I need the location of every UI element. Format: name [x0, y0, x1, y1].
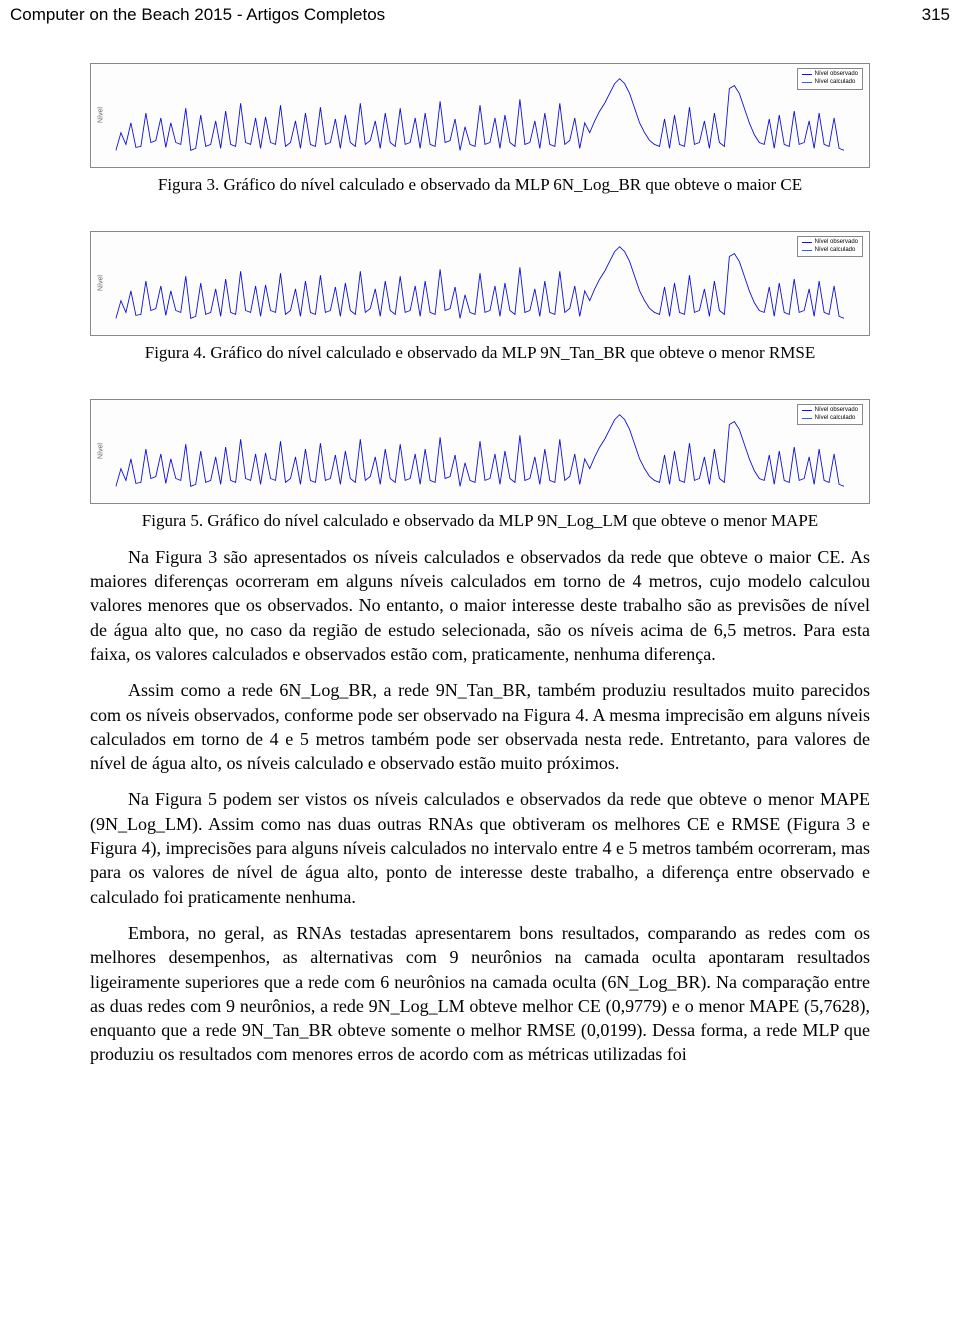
- legend-row-calculated: Nível calculado: [802, 247, 858, 255]
- legend-row-calculated: Nível calculado: [802, 415, 858, 423]
- header-left: Computer on the Beach 2015 - Artigos Com…: [10, 4, 385, 27]
- figure-4-chart: Nível Nível observado Nível calculado: [90, 231, 870, 336]
- legend-swatch-observed: [802, 74, 812, 75]
- legend-swatch-calculated: [802, 418, 812, 419]
- legend-label-calculated: Nível calculado: [815, 415, 856, 423]
- figure-4: Nível Nível observado Nível calculado Fi…: [90, 231, 870, 365]
- figure-4-legend: Nível observado Nível calculado: [797, 236, 863, 258]
- figure-5-chart: Nível Nível observado Nível calculado: [90, 399, 870, 504]
- figure-5-svg: [91, 400, 869, 503]
- legend-swatch-observed: [802, 242, 812, 243]
- figure-5-legend: Nível observado Nível calculado: [797, 404, 863, 426]
- figure-3-caption: Figura 3. Gráfico do nível calculado e o…: [90, 174, 870, 197]
- legend-label-observed: Nível observado: [815, 239, 858, 247]
- legend-row-observed: Nível observado: [802, 239, 858, 247]
- figure-5-caption: Figura 5. Gráfico do nível calculado e o…: [90, 510, 870, 533]
- legend-label-observed: Nível observado: [815, 407, 858, 415]
- figure-3-svg: [91, 64, 869, 167]
- paragraph-3: Na Figura 5 podem ser vistos os níveis c…: [90, 787, 870, 908]
- paragraph-1: Na Figura 3 são apresentados os níveis c…: [90, 545, 870, 666]
- page-content: Nível Nível observado Nível calculado Fi…: [0, 63, 960, 1107]
- legend-row-calculated: Nível calculado: [802, 79, 858, 87]
- page-header: Computer on the Beach 2015 - Artigos Com…: [0, 0, 960, 29]
- legend-swatch-observed: [802, 410, 812, 411]
- header-page-number: 315: [922, 4, 950, 27]
- figure-4-svg: [91, 232, 869, 335]
- legend-label-observed: Nível observado: [815, 71, 858, 79]
- legend-swatch-calculated: [802, 82, 812, 83]
- figure-4-caption: Figura 4. Gráfico do nível calculado e o…: [90, 342, 870, 365]
- paragraph-2: Assim como a rede 6N_Log_BR, a rede 9N_T…: [90, 678, 870, 775]
- figure-3-legend: Nível observado Nível calculado: [797, 68, 863, 90]
- figure-3-chart: Nível Nível observado Nível calculado: [90, 63, 870, 168]
- legend-label-calculated: Nível calculado: [815, 247, 856, 255]
- legend-row-observed: Nível observado: [802, 407, 858, 415]
- figure-5: Nível Nível observado Nível calculado Fi…: [90, 399, 870, 533]
- paragraph-4: Embora, no geral, as RNAs testadas apres…: [90, 921, 870, 1067]
- legend-label-calculated: Nível calculado: [815, 79, 856, 87]
- figure-3: Nível Nível observado Nível calculado Fi…: [90, 63, 870, 197]
- legend-row-observed: Nível observado: [802, 71, 858, 79]
- legend-swatch-calculated: [802, 250, 812, 251]
